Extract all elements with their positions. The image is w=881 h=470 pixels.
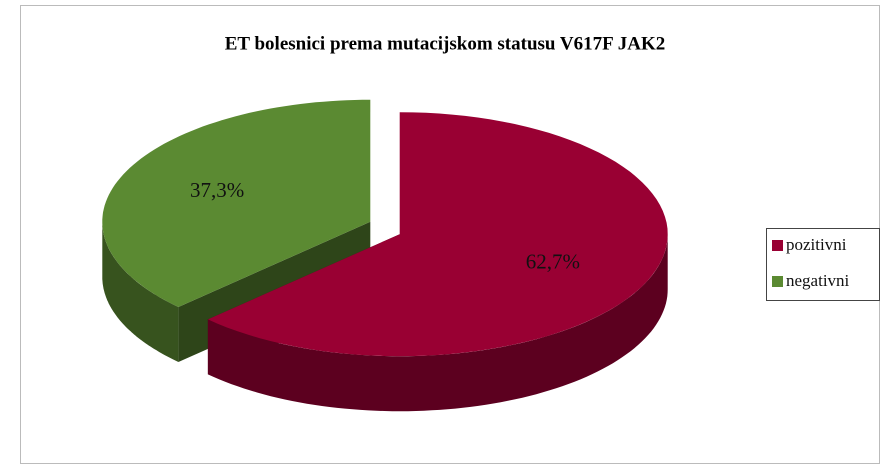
slice-wall [207,234,668,412]
slice-top [207,112,668,357]
chart-title: ET bolesnici prema mutacijskom statusu V… [225,33,666,54]
pie-slice [207,112,668,412]
legend-label: negativni [786,271,850,290]
slice-wall [102,221,179,362]
legend-swatch [772,240,783,251]
slice-top [102,99,371,307]
legend-label: pozitivni [786,235,847,254]
data-label: 62,7% [526,249,580,273]
data-label: 37,3% [190,178,244,202]
legend-box [766,228,880,301]
legend-swatch [772,276,783,287]
